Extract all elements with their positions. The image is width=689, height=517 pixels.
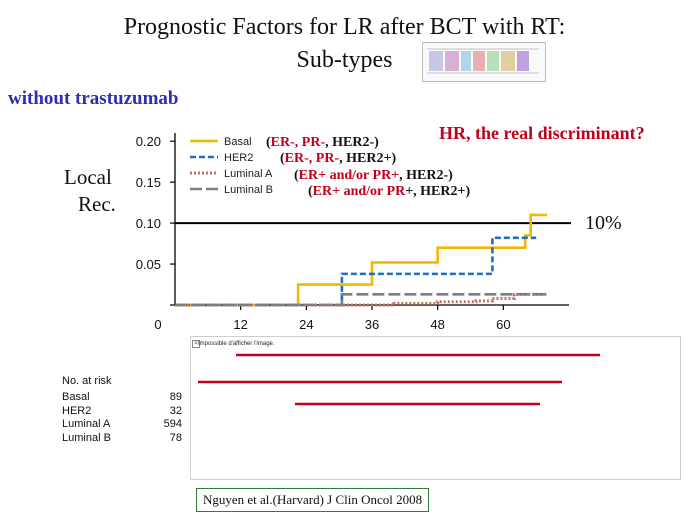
slide-title-line1: Prognostic Factors for LR after BCT with… — [123, 14, 566, 40]
risk-row-name: Luminal A — [62, 418, 111, 430]
x-tick-label: 48 — [430, 317, 444, 332]
series-line-basal — [175, 213, 548, 307]
risk-row: HER2 32 — [62, 405, 182, 419]
risk-row-name: HER2 — [62, 404, 92, 417]
thumbnail-figure-graphic — [427, 48, 539, 74]
risk-row-n: 32 — [169, 404, 182, 417]
x-tick-label: 24 — [299, 317, 313, 332]
subtype-desc-red: ER-, PR- — [270, 135, 326, 150]
subtype-desc-her2: (ER-, PR-, HER2+) — [280, 151, 396, 167]
legend-label: HER2 — [224, 152, 253, 164]
subtype-desc-close: ) — [391, 151, 397, 166]
risk-table: Basal 89 HER2 32 Luminal A 594 Luminal B 78 — [62, 391, 182, 445]
x-tick-label: 60 — [496, 317, 510, 332]
subtype-desc-close: ) — [465, 184, 471, 199]
subtype-desc-open: ( — [280, 151, 285, 166]
x-tick-label: 0 — [154, 317, 161, 332]
series-line-luminal-b — [175, 293, 548, 307]
slide-title-line2: Sub-types — [296, 47, 393, 73]
y-axis-label-line1: Local — [64, 165, 112, 189]
annotation-hr: HR, the real discriminant? — [439, 123, 645, 143]
subtype-desc-luminal-b: (ER+ and/or PR+, HER2+) — [308, 184, 470, 200]
subtitle: without trastuzumab — [8, 88, 179, 109]
legend-label: Basal — [224, 136, 252, 148]
risk-row: Luminal A 594 — [62, 418, 182, 432]
broken-image-text: Impossible d'afficher l'image. — [198, 341, 275, 347]
risk-row-name: Basal — [62, 391, 90, 403]
subtype-desc-black: , HER2- — [399, 168, 449, 183]
risk-row-name: Luminal B — [62, 431, 111, 444]
subtype-desc-red: ER+ and/or PR+ — [298, 168, 400, 183]
y-tick-label: 0.15 — [136, 175, 161, 190]
risk-row: Luminal B 78 — [62, 432, 182, 446]
risk-row-n: 78 — [169, 431, 182, 444]
legend-label: Luminal A — [224, 168, 273, 180]
risk-table-header: No. at risk — [62, 375, 112, 387]
subtype-desc-red: ER+ and/or PR — [312, 184, 406, 199]
subtype-desc-black: , HER2+ — [339, 151, 392, 166]
subtype-desc-luminal-a: (ER+ and/or PR+, HER2-) — [294, 168, 453, 184]
broken-image-icon: × — [192, 340, 200, 348]
subtype-desc-close: ) — [374, 135, 379, 150]
legend-label: Luminal B — [224, 184, 273, 196]
threshold-label: 10% — [585, 212, 622, 234]
citation: Nguyen et al.(Harvard) J Clin Oncol 2008 — [196, 488, 430, 512]
y-tick-label: 0.20 — [136, 134, 161, 149]
thumbnail-figure — [422, 42, 546, 82]
y-tick-label: 0.05 — [136, 257, 161, 272]
risk-row-n: 594 — [163, 418, 182, 430]
subtype-desc-open: ( — [294, 168, 299, 183]
subtype-desc-black: , HER2- — [325, 135, 375, 150]
subtype-desc-open: ( — [308, 184, 313, 199]
risk-row: Basal 89 — [62, 391, 182, 405]
subtype-desc-red: ER-, PR- — [284, 151, 340, 166]
x-tick-label: 36 — [365, 317, 379, 332]
subtype-desc-open: ( — [266, 135, 271, 150]
broken-image-placeholder: × Impossible d'afficher l'image. — [190, 336, 681, 480]
subtype-desc-black: +, HER2+ — [405, 184, 466, 199]
subtype-desc-basal: (ER-, PR-, HER2-) — [266, 135, 379, 151]
risk-row-n: 89 — [169, 391, 182, 403]
y-tick-label: 0.10 — [136, 216, 161, 231]
x-tick-label: 12 — [233, 317, 247, 332]
series-line-luminal-a — [175, 292, 548, 307]
subtype-desc-close: ) — [448, 168, 453, 183]
y-axis-label-line2: Rec. — [78, 192, 116, 216]
